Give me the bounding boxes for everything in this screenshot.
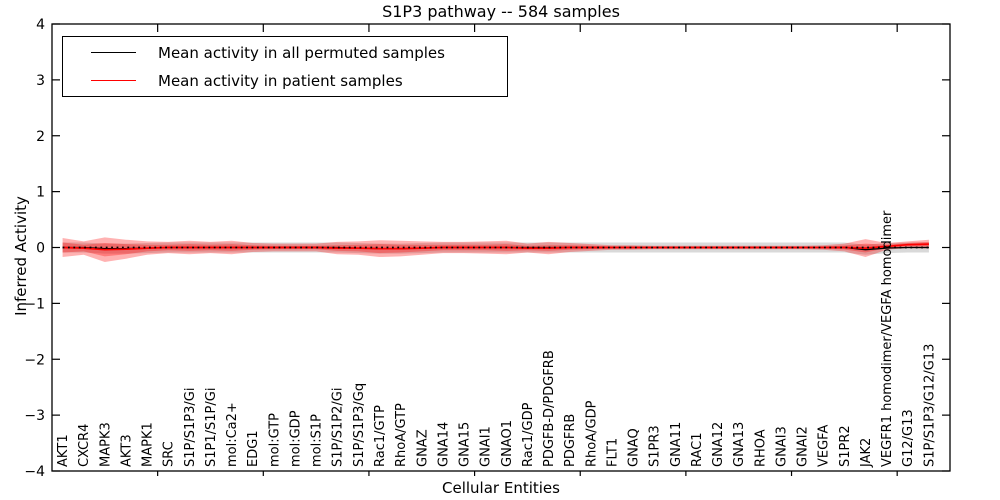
x-category-label: S1P/S1P3/Gi (183, 388, 198, 467)
x-category-label: Rac1/GTP (373, 405, 388, 467)
x-category-label: GNAQ (627, 428, 642, 467)
x-category-label: AKT1 (56, 434, 71, 467)
x-category-label: GNAZ (415, 429, 430, 467)
x-category-label: RhoA/GTP (394, 403, 409, 467)
y-tick-label: 3 (36, 73, 45, 89)
x-category-label: FLT1 (605, 438, 620, 467)
x-category-label: GNAI3 (775, 426, 790, 467)
x-category-label: mol:GDP (289, 410, 304, 467)
x-category-label: GNA12 (711, 422, 726, 467)
y-tick-label: 0 (36, 241, 45, 257)
y-tick-label: −4 (24, 464, 45, 480)
x-category-label: SRC (162, 441, 177, 467)
y-tick-label: 1 (36, 185, 45, 201)
x-category-label: MAPK1 (141, 422, 156, 467)
x-category-label: S1P/S1P2/Gi (331, 388, 346, 467)
x-category-label: CXCR4 (77, 424, 92, 467)
legend-line-sample-red (91, 80, 136, 81)
patient-outer-band (62, 237, 929, 262)
y-tick-label: 2 (36, 129, 45, 145)
y-tick-label: 4 (36, 17, 45, 33)
x-category-label: GNAI2 (796, 426, 811, 467)
x-category-label: GNA13 (732, 422, 747, 467)
x-category-label: G12/G13 (901, 409, 916, 467)
x-axis-label: Cellular Entities (442, 479, 560, 497)
x-category-label: RAC1 (690, 432, 705, 467)
x-category-label: VEGFR1 homodimer/VEGFA homodimer (880, 210, 895, 467)
x-category-label: MAPK3 (98, 422, 113, 467)
x-category-label: RHOA (753, 429, 768, 467)
x-category-label: GNAI1 (479, 426, 494, 467)
x-category-label: EDG1 (246, 430, 261, 467)
x-category-label: Rac1/GDP (521, 402, 536, 467)
x-category-label: GNA15 (458, 422, 473, 467)
legend-label: Mean activity in all permuted samples (158, 43, 445, 62)
x-category-label: S1P/S1P3/Gq (352, 383, 367, 467)
x-category-label: S1P/S1P3/G12/G13 (922, 344, 937, 467)
legend-label: Mean activity in patient samples (158, 71, 403, 90)
x-category-label: PDGFRB (563, 414, 578, 467)
x-category-label: S1PR2 (838, 425, 853, 467)
y-tick-label: −1 (24, 296, 45, 312)
y-tick-label: −3 (24, 408, 45, 424)
x-category-label: S1P1/S1P/Gi (204, 388, 219, 467)
x-category-label: mol:Ca2+ (225, 402, 240, 467)
chart-title: S1P3 pathway -- 584 samples (382, 2, 620, 21)
x-category-label: mol:GTP (267, 413, 282, 467)
patient-inner-band (62, 241, 929, 257)
x-category-label: VEGFA (817, 425, 832, 467)
x-category-label: GNA11 (669, 422, 684, 467)
legend-line-sample-black (91, 52, 136, 53)
x-category-label: GNA14 (436, 422, 451, 467)
x-category-label: GNAO1 (500, 420, 515, 467)
axes-frame (51, 23, 951, 472)
permuted-std-band (62, 242, 929, 255)
x-category-label: AKT3 (120, 434, 135, 467)
x-category-label: S1PR3 (648, 425, 663, 467)
legend-item-patient: Mean activity in patient samples (63, 69, 507, 93)
x-category-label: mol:S1P (310, 414, 325, 467)
x-category-label: PDGFB-D/PDGFRB (542, 350, 557, 467)
legend: Mean activity in all permuted samples Me… (62, 36, 508, 97)
x-category-label: RhoA/GDP (584, 400, 599, 467)
y-axis-label: Inferred Activity (12, 196, 30, 316)
x-category-label: JAK2 (859, 438, 874, 468)
legend-item-permuted: Mean activity in all permuted samples (63, 41, 507, 65)
y-tick-label: −2 (24, 352, 45, 368)
